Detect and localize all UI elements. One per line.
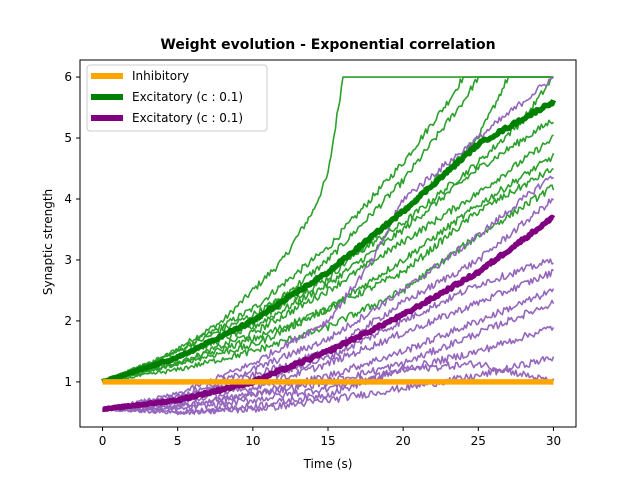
series-line-green-thin-9 bbox=[101, 184, 555, 383]
y-tick-label: 2 bbox=[64, 314, 72, 328]
chart-title: Weight evolution - Exponential correlati… bbox=[160, 37, 495, 53]
y-tick-label: 4 bbox=[64, 192, 72, 206]
x-tick-label: 20 bbox=[396, 434, 411, 448]
series-line-green-thin-7 bbox=[102, 152, 555, 383]
x-tick-label: 0 bbox=[99, 434, 107, 448]
series-line-purple-thin-13 bbox=[102, 258, 554, 411]
legend-label: Inhibitory bbox=[132, 69, 189, 83]
x-tick-label: 5 bbox=[174, 434, 182, 448]
x-tick-label: 10 bbox=[245, 434, 260, 448]
legend: Inhibitory Excitatory (c : 0.1) Excitatory… bbox=[86, 64, 268, 132]
series-line-purple-mean-21 bbox=[101, 214, 556, 413]
x-tick-label: 25 bbox=[471, 434, 486, 448]
x-axis-label: Time (s) bbox=[303, 457, 353, 471]
series-line-purple-thin-18 bbox=[102, 355, 555, 416]
axes-layer: 0 5 10 15 20 25 30 1 2 3 4 5 6 bbox=[64, 59, 577, 448]
y-axis-label: Synaptic strength bbox=[41, 189, 55, 295]
y-tick-label: 6 bbox=[64, 70, 72, 84]
legend-label: Excitatory (c : 0.1) bbox=[132, 111, 243, 125]
y-tick-label: 3 bbox=[64, 253, 72, 267]
y-tick-label: 1 bbox=[64, 375, 72, 389]
series-line-green-thin-8 bbox=[102, 167, 554, 384]
legend-box bbox=[86, 64, 268, 132]
x-tick-label: 15 bbox=[320, 434, 335, 448]
x-tick-label: 30 bbox=[546, 434, 561, 448]
series-line-green-mean-20 bbox=[101, 99, 557, 385]
legend-label: Excitatory (c : 0.1) bbox=[132, 90, 243, 104]
series-layer bbox=[101, 76, 557, 416]
series-line-purple-thin-19 bbox=[102, 360, 555, 415]
y-tick-label: 5 bbox=[64, 131, 72, 145]
series-line-purple-thin-17 bbox=[102, 325, 555, 413]
